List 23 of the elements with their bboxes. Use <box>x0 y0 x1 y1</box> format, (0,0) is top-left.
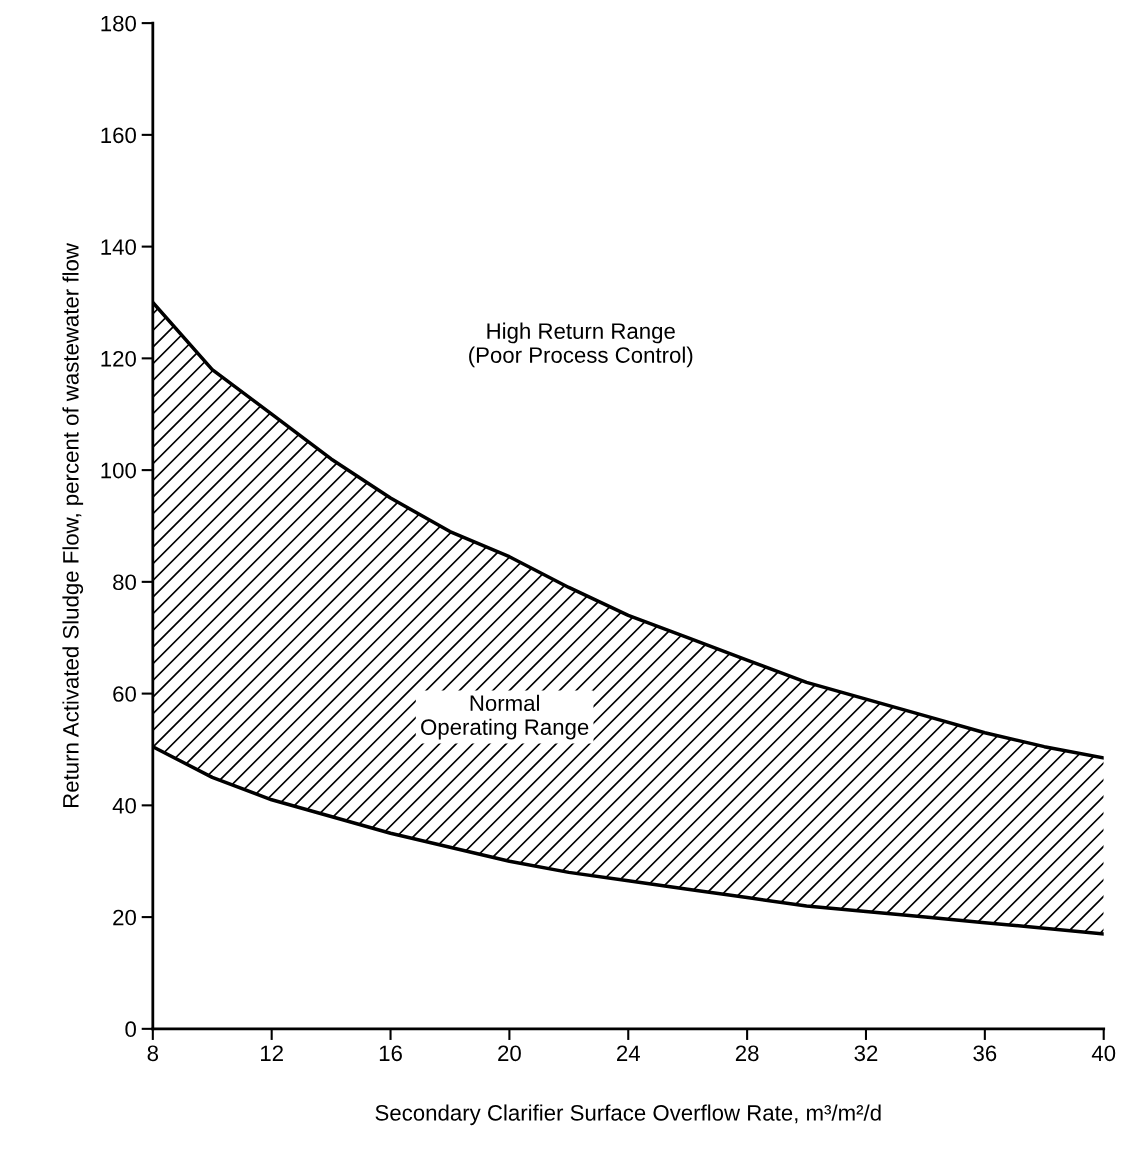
y-tick-label: 140 <box>101 239 136 255</box>
y-tick-label: 100 <box>101 462 136 479</box>
y-tick-label: 160 <box>101 127 136 144</box>
y-tick-label: 80 <box>113 574 136 591</box>
x-tick-label: 24 <box>617 1045 640 1061</box>
x-tick-label: 40 <box>1091 1045 1116 1062</box>
y-tick-label: 60 <box>113 686 136 702</box>
x-tick-label: 32 <box>854 1045 878 1062</box>
x-axis-title: Secondary Clarifier Surface Overflow Rate, m³/m²/d <box>375 1104 881 1126</box>
annotation: Normal Operating Range <box>421 694 589 740</box>
x-tick-label: 16 <box>379 1045 402 1062</box>
y-tick-label: 120 <box>101 350 136 367</box>
y-tick-label: 40 <box>112 797 136 814</box>
x-tick-label: 28 <box>735 1045 759 1062</box>
x-tick-label: 8 <box>147 1045 159 1062</box>
y-axis-title: Return Activated Sludge Flow, percent of wastewater flow <box>62 243 84 808</box>
x-tick-label: 12 <box>261 1045 283 1061</box>
annotation: High Return Range (Poor Process Control) <box>469 322 693 368</box>
x-tick-label: 36 <box>973 1045 997 1062</box>
y-tick-label: 20 <box>113 909 136 926</box>
y-tick-label: 180 <box>101 15 136 32</box>
y-tick-label: 0 <box>125 1021 136 1038</box>
x-tick-label: 20 <box>498 1045 521 1062</box>
